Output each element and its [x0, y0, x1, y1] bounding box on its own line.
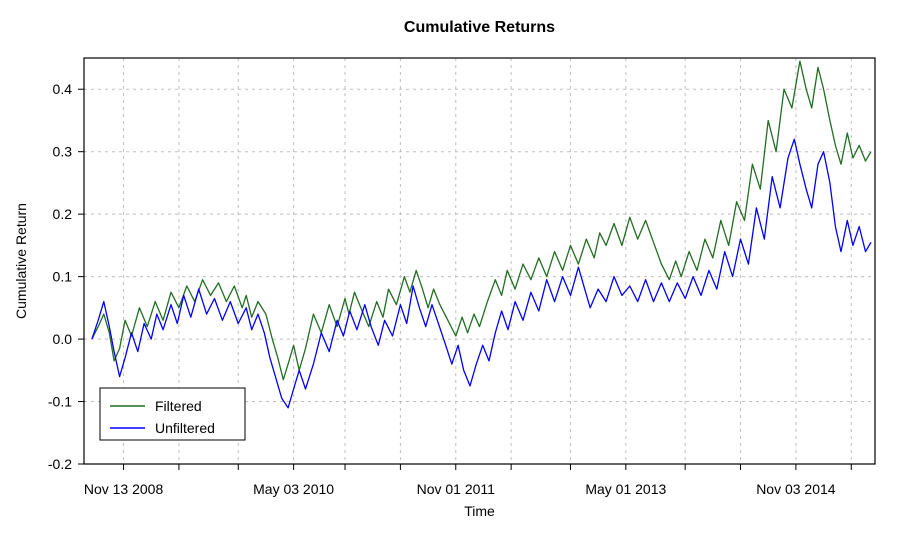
x-tick-label: May 01 2013: [585, 481, 666, 497]
y-tick-label: -0.1: [48, 394, 72, 410]
y-tick-label: 0.2: [53, 206, 73, 222]
chart-container: Cumulative Returns -0.2 -0.1 0.0 0.1 0.2 0.3 0.…: [0, 0, 900, 541]
legend-label: Unfiltered: [155, 420, 215, 436]
y-tick-label: 0.4: [53, 81, 73, 97]
chart-title: Cumulative Returns: [404, 19, 555, 36]
x-tick-label: Nov 13 2008: [84, 481, 164, 497]
y-tick-label: 0.1: [53, 269, 73, 285]
x-tick-label: May 03 2010: [253, 481, 334, 497]
x-tick-label: Nov 01 2011: [417, 481, 496, 497]
line-chart: Cumulative Returns -0.2 -0.1 0.0 0.1 0.2 0.3 0.…: [0, 0, 900, 541]
legend-label: Filtered: [155, 398, 202, 414]
x-axis-label: Time: [464, 503, 495, 519]
y-tick-label: -0.2: [48, 456, 72, 472]
y-tick-label: 0.0: [53, 331, 73, 347]
series-unfiltered: [92, 139, 871, 408]
y-axis-label: Cumulative Return: [13, 203, 29, 319]
x-tick-label: Nov 03 2014: [756, 481, 836, 497]
legend: Filtered Unfiltered: [100, 388, 245, 440]
y-tick-label: 0.3: [53, 144, 73, 160]
